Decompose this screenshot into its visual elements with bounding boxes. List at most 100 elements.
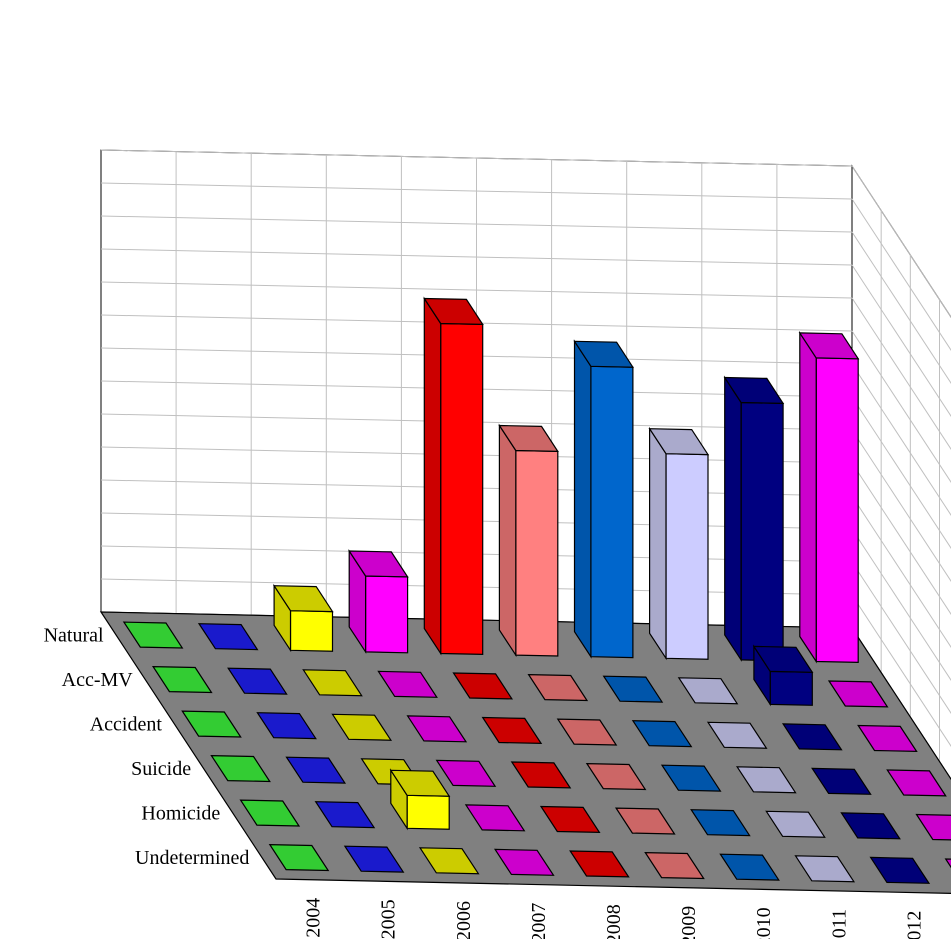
chart-bars: [122, 296, 951, 884]
bar-2012-suicide: [811, 767, 872, 795]
bar-2005-accident: [256, 712, 317, 740]
bar-top-face: [227, 667, 288, 695]
bar-2013-natural: [798, 330, 860, 664]
bar-top-face: [794, 855, 856, 883]
bar-top-face: [452, 672, 514, 700]
bar-side-face: [724, 375, 742, 662]
bar-2006-acc-mv: [302, 669, 363, 697]
category-label: 2005: [378, 899, 400, 939]
bar-2012-acc-mv: [752, 644, 814, 707]
bar-front-face: [665, 453, 709, 660]
bar-top-face: [510, 761, 572, 789]
bar-2008-suicide: [510, 761, 572, 789]
bar-top-face: [811, 767, 872, 795]
bar-top-face: [210, 754, 271, 783]
bar-top-face: [151, 665, 213, 694]
bar-top-face: [677, 677, 739, 705]
bar-top-face: [556, 718, 618, 746]
bar-2006-natural: [272, 583, 334, 653]
bar-front-face: [740, 401, 784, 662]
bar-2010-accident: [631, 720, 693, 748]
bar-2004-undetermined: [268, 843, 330, 872]
bar-top-face: [573, 340, 635, 368]
bar-2005-natural: [197, 623, 259, 651]
bar-2012-homicide: [840, 812, 901, 840]
bar-2009-suicide: [585, 762, 647, 791]
series-label: Natural: [44, 624, 104, 646]
bar-front-face: [515, 449, 559, 657]
bar-2011-natural: [648, 426, 710, 661]
bar-2005-acc-mv: [227, 667, 288, 695]
bar-2011-suicide: [735, 766, 797, 794]
bar-2011-undetermined: [794, 855, 856, 883]
series-label: Accident: [90, 713, 163, 735]
bar-2011-acc-mv: [677, 677, 739, 705]
bar-front-face: [815, 357, 859, 664]
bar-2010-suicide: [660, 764, 722, 792]
category-label: 2012: [903, 911, 925, 939]
category-label: 2004: [303, 898, 325, 938]
bar-2008-natural: [423, 296, 484, 656]
bar-top-face: [343, 845, 405, 873]
bar-top-face: [723, 376, 785, 405]
bar-top-face: [272, 585, 334, 613]
bar-2013-homicide: [915, 813, 951, 841]
bar-top-face: [840, 812, 901, 840]
bar-top-face: [602, 675, 664, 703]
bar-2009-undetermined: [644, 851, 705, 880]
bar-top-face: [498, 424, 559, 453]
bar-2013-accident: [857, 724, 918, 753]
bar-top-face: [869, 856, 931, 884]
bar-top-face: [122, 621, 184, 649]
bar-2010-undetermined: [719, 853, 780, 881]
bar-top-face: [660, 764, 722, 792]
category-label: 2010: [753, 907, 775, 939]
category-label: 2007: [528, 903, 550, 939]
bar-2007-undetermined: [493, 848, 555, 876]
bar-2008-acc-mv: [452, 672, 514, 700]
bar-top-face: [585, 762, 647, 791]
bar-top-face: [268, 843, 330, 872]
bar-2009-homicide: [614, 807, 676, 835]
bar-top-face: [719, 853, 780, 881]
series-label: Acc-MV: [62, 669, 134, 691]
bar-top-face: [690, 809, 751, 837]
category-label: 2006: [453, 901, 475, 939]
bar-top-face: [406, 715, 468, 743]
bar-top-face: [527, 673, 589, 702]
bar-top-face: [798, 332, 860, 360]
category-label: 2009: [678, 906, 700, 939]
bar-2008-accident: [481, 716, 543, 745]
bar-2004-suicide: [210, 754, 271, 783]
chart-labels: 012345678910NaturalAcc-MVAccidentSuicide…: [44, 624, 926, 939]
bar-top-face: [915, 813, 951, 841]
bar-top-face: [539, 805, 601, 834]
bar-top-face: [735, 766, 797, 794]
bar-2010-natural: [573, 339, 635, 659]
bar-top-face: [944, 858, 951, 869]
bar-top-face: [827, 680, 889, 708]
series-label: Undetermined: [135, 847, 249, 869]
series-label: Suicide: [131, 758, 191, 780]
bar-2005-suicide: [285, 756, 347, 784]
bar-top-face: [752, 645, 814, 673]
bar-2007-suicide: [435, 759, 497, 787]
bar-side-face: [648, 426, 667, 661]
bar-top-face: [493, 848, 555, 876]
bar-top-face: [886, 769, 947, 797]
bar-front-face: [365, 575, 409, 654]
bar-front-face: [406, 794, 450, 830]
bar-top-face: [348, 550, 409, 578]
bar-2007-homicide: [464, 804, 526, 832]
bar-top-face: [614, 807, 676, 835]
bar-2005-undetermined: [343, 845, 405, 873]
bar-2006-homicide: [389, 768, 451, 831]
bar-side-face: [799, 330, 817, 664]
bar-top-face: [765, 810, 826, 838]
bar-2006-accident: [331, 713, 393, 741]
bar-top-face: [857, 724, 918, 753]
bar-2010-acc-mv: [602, 675, 664, 703]
bar-top-face: [435, 759, 497, 787]
bar-2013-suicide: [886, 769, 947, 797]
